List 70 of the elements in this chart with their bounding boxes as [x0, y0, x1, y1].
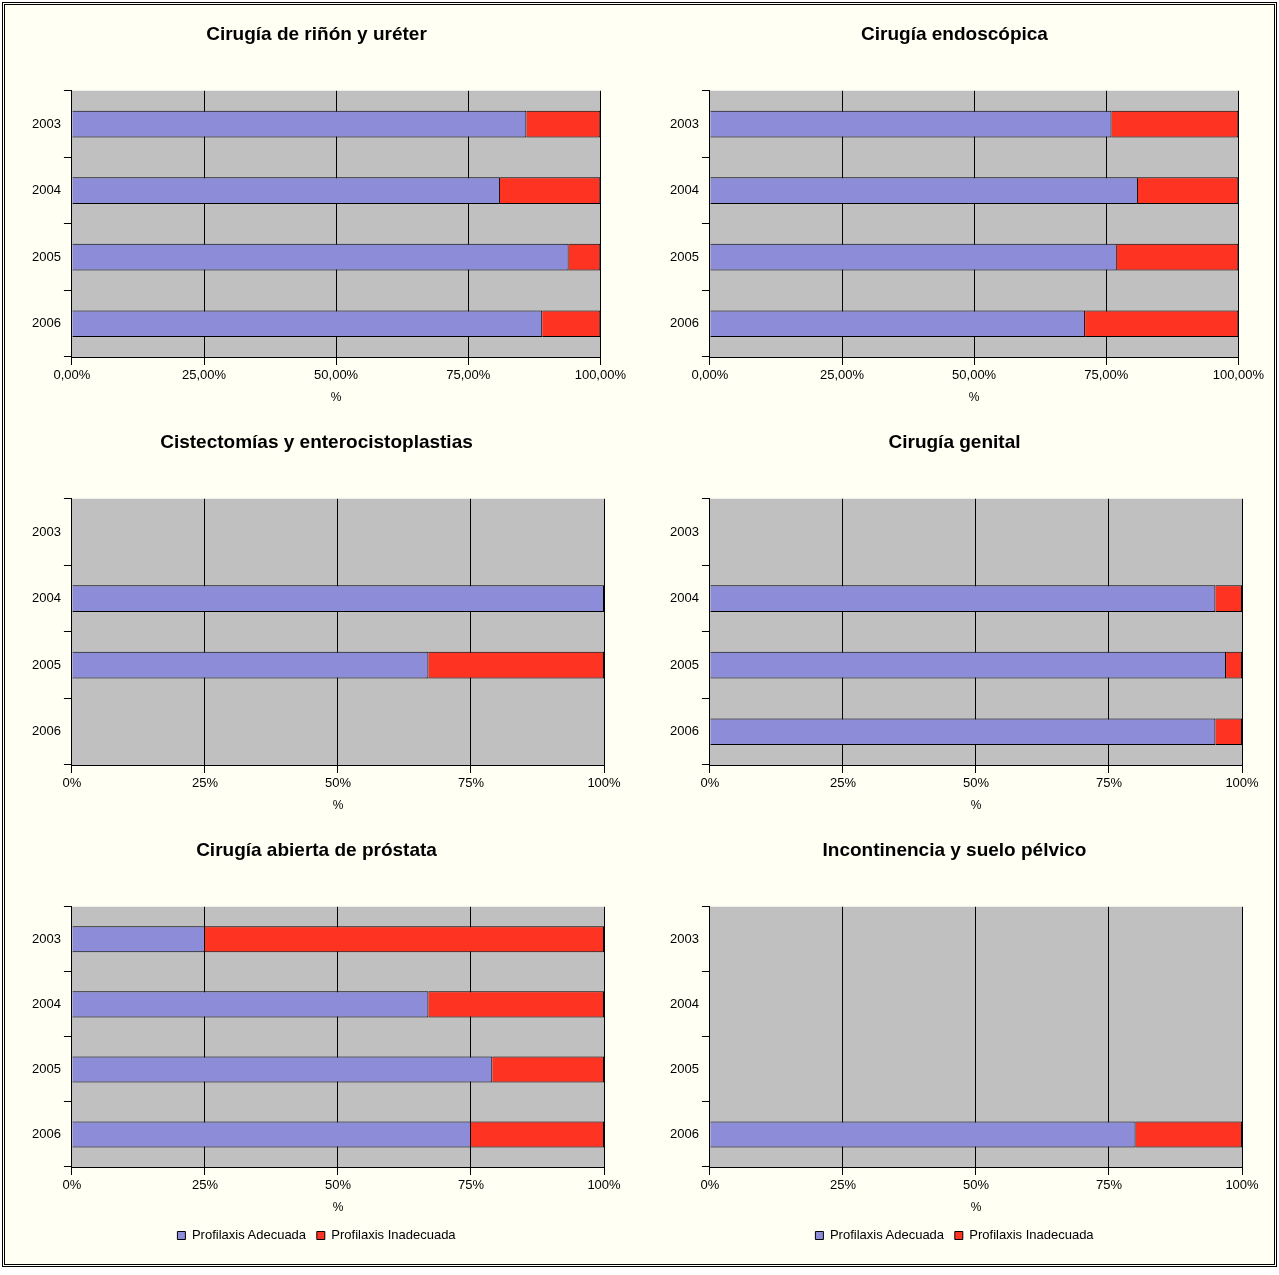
legend-label: Profilaxis Inadecuada	[331, 1227, 457, 1243]
y-tick-label: 2003	[670, 930, 699, 946]
y-tick-label: 2006	[670, 315, 699, 331]
x-tick-label: 50%	[962, 1177, 990, 1193]
x-axis-title: %	[330, 390, 342, 405]
y-tick-label: 2003	[670, 523, 699, 539]
x-tick-label: 25%	[829, 775, 857, 791]
y-tick-label: 2006	[670, 723, 699, 739]
x-tick-label: 0,00%	[53, 367, 91, 383]
y-tick-label: 2006	[32, 315, 61, 331]
x-tick-label: 100,00%	[574, 367, 627, 383]
x-tick-label: 0%	[62, 1177, 82, 1193]
x-tick-label: 50%	[962, 775, 990, 791]
y-tick-label: 2003	[32, 523, 61, 539]
x-tick-label: 100%	[587, 775, 622, 791]
y-tick-label: 2004	[32, 995, 61, 1011]
y-tick-label: 2004	[670, 182, 699, 198]
x-tick-label: 25%	[829, 1177, 857, 1193]
chart-title: Cirugía endoscópica	[861, 22, 1049, 44]
x-tick-label: 0%	[700, 775, 720, 791]
y-tick-label: 2004	[32, 182, 61, 198]
x-tick-label: 25%	[191, 1177, 219, 1193]
y-tick-label: 2005	[32, 1061, 61, 1076]
x-tick-label: 25,00%	[181, 367, 227, 383]
chart-title: Incontinencia y suelo pélvico	[822, 838, 1087, 860]
x-tick-label: 50,00%	[952, 367, 997, 383]
x-tick-label: 0,00%	[691, 367, 729, 383]
x-axis-title: %	[968, 390, 980, 405]
x-tick-label: 100,00%	[1212, 367, 1265, 383]
x-axis-title: %	[332, 1200, 344, 1215]
y-tick-label: 2005	[670, 1061, 699, 1076]
y-tick-label: 2004	[670, 590, 699, 606]
chart-title: Cirugía abierta de próstata	[196, 838, 438, 860]
x-tick-label: 25,00%	[819, 367, 865, 383]
y-tick-label: 2004	[32, 590, 61, 606]
y-tick-label: 2006	[32, 723, 61, 739]
x-tick-label: 75%	[457, 1177, 485, 1193]
x-tick-label: 100%	[587, 1177, 622, 1193]
y-tick-label: 2003	[32, 930, 61, 946]
legend-label: Profilaxis Adecuada	[829, 1227, 945, 1243]
y-tick-label: 2006	[32, 1126, 61, 1142]
y-tick-label: 2004	[670, 995, 699, 1011]
x-tick-label: 50%	[324, 775, 352, 791]
y-tick-label: 2006	[670, 1126, 699, 1142]
y-tick-label: 2005	[32, 656, 61, 672]
legend-label: Profilaxis Inadecuada	[969, 1227, 1095, 1243]
x-tick-label: 75,00%	[446, 367, 491, 383]
y-tick-label: 2003	[670, 115, 699, 131]
x-tick-label: 75%	[1095, 1177, 1123, 1193]
x-tick-label: 75%	[457, 775, 485, 791]
x-tick-label: 100%	[1225, 775, 1260, 791]
x-tick-label: 75%	[1095, 775, 1123, 791]
x-tick-label: 0%	[62, 775, 82, 791]
x-axis-title: %	[970, 1200, 982, 1215]
x-tick-label: 100%	[1225, 1177, 1260, 1193]
x-tick-label: 50,00%	[314, 367, 359, 383]
y-tick-label: 2005	[32, 248, 61, 264]
y-tick-label: 2003	[32, 115, 61, 131]
x-tick-label: 0%	[700, 1177, 720, 1193]
chart-title: Cirugía de riñón y uréter	[206, 22, 428, 44]
x-tick-label: 75,00%	[1084, 367, 1129, 383]
x-axis-title: %	[332, 798, 344, 813]
legend-label: Profilaxis Adecuada	[191, 1227, 307, 1243]
x-tick-label: 25%	[191, 775, 219, 791]
y-tick-label: 2005	[670, 656, 699, 672]
y-tick-label: 2005	[670, 248, 699, 264]
chart-title: Cistectomías y enterocistoplastias	[160, 430, 473, 452]
x-axis-title: %	[970, 798, 982, 813]
x-tick-label: 50%	[324, 1177, 352, 1193]
chart-title: Cirugía genital	[888, 430, 1021, 452]
